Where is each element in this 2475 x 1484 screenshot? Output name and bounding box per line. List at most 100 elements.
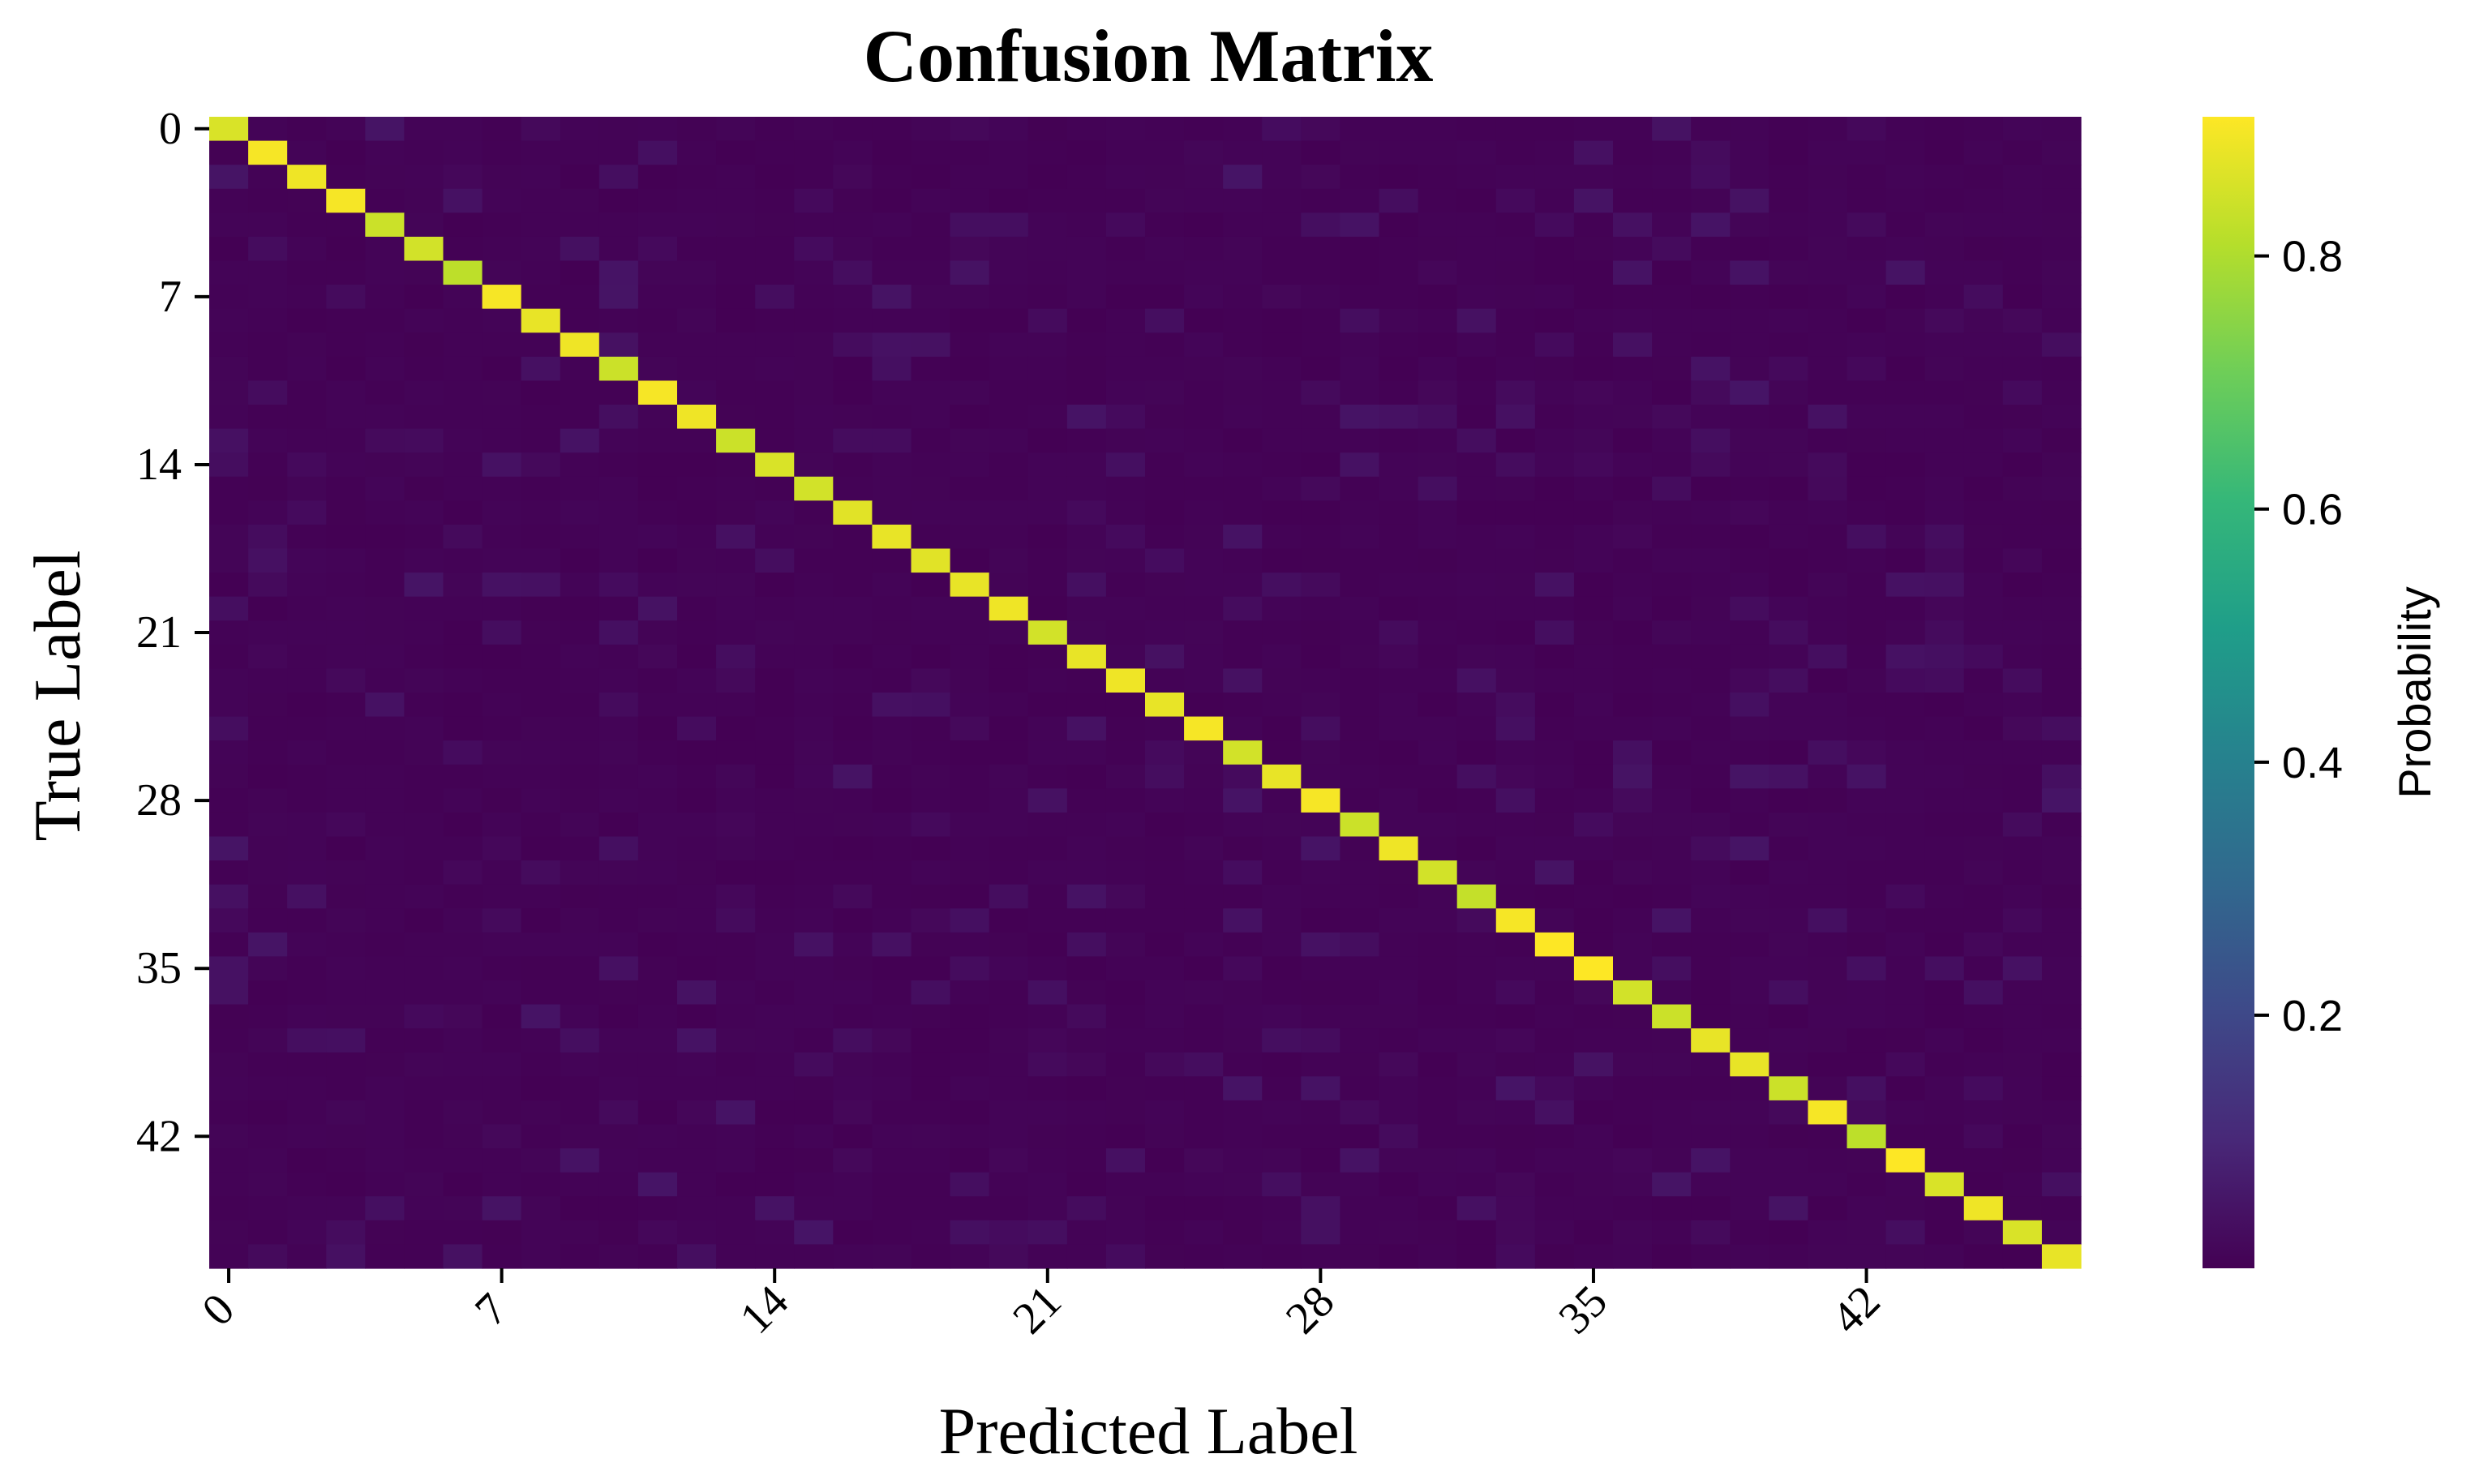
- heatmap-cell: [560, 1124, 600, 1149]
- heatmap-cell: [1495, 1004, 1536, 1029]
- heatmap-cell: [560, 956, 600, 981]
- heatmap-cell: [794, 1220, 834, 1246]
- heatmap-cell: [443, 1148, 483, 1173]
- heatmap-cell: [1769, 1076, 1809, 1101]
- heatmap-cell: [637, 476, 678, 501]
- heatmap-cell: [1301, 212, 1341, 238]
- heatmap-cell: [1885, 693, 1926, 718]
- heatmap-cell: [637, 380, 678, 405]
- heatmap-cell: [1613, 188, 1653, 213]
- heatmap-cell: [482, 476, 522, 501]
- heatmap-cell: [755, 548, 795, 573]
- heatmap-cell: [911, 428, 951, 453]
- heatmap-cell: [1301, 1052, 1341, 1077]
- heatmap-cell: [1223, 1244, 1263, 1269]
- heatmap-cell: [1963, 380, 2004, 405]
- heatmap-cell: [1847, 452, 1887, 478]
- heatmap-cell: [1418, 380, 1458, 405]
- heatmap-cell: [1847, 1196, 1887, 1221]
- heatmap-cell: [1495, 117, 1536, 142]
- heatmap-cell: [1223, 188, 1263, 213]
- heatmap-cell: [1691, 1148, 1731, 1173]
- heatmap-cell: [404, 908, 444, 933]
- heatmap-cell: [833, 117, 873, 142]
- heatmap-cell: [1885, 476, 1926, 501]
- heatmap-cell: [1418, 524, 1458, 550]
- heatmap-cell: [1808, 1052, 1848, 1077]
- heatmap-cell: [1223, 260, 1263, 285]
- heatmap-cell: [1105, 620, 1146, 645]
- heatmap-cell: [1691, 188, 1731, 213]
- heatmap-cell: [1456, 908, 1497, 933]
- heatmap-cell: [326, 332, 366, 358]
- heatmap-cell: [1885, 500, 1926, 525]
- heatmap-cell: [1066, 620, 1107, 645]
- heatmap-cell: [1027, 1028, 1068, 1053]
- heatmap-cell: [287, 788, 327, 813]
- heatmap-cell: [1573, 788, 1614, 813]
- heatmap-cell: [1262, 764, 1302, 789]
- heatmap-cell: [833, 212, 873, 238]
- heatmap-cell: [2002, 716, 2043, 741]
- heatmap-cell: [1301, 860, 1341, 886]
- heatmap-cell: [1924, 1220, 1965, 1246]
- heatmap-cell: [1534, 356, 1575, 382]
- heatmap-cell: [1652, 644, 1692, 670]
- heatmap-cell: [1301, 764, 1341, 789]
- heatmap-cell: [1456, 428, 1497, 453]
- heatmap-cell: [1652, 620, 1692, 645]
- heatmap-cell: [1885, 212, 1926, 238]
- heatmap-cell: [248, 908, 288, 933]
- heatmap-cell: [560, 332, 600, 358]
- colorbar: [2203, 117, 2254, 1268]
- heatmap-cell: [1924, 1052, 1965, 1077]
- heatmap-cell: [1184, 260, 1224, 285]
- heatmap-cell: [482, 1172, 522, 1197]
- heatmap-cell: [637, 548, 678, 573]
- heatmap-cell: [287, 332, 327, 358]
- heatmap-cell: [1808, 573, 1848, 598]
- heatmap-cell: [1885, 1196, 1926, 1221]
- heatmap-cell: [1418, 188, 1458, 213]
- heatmap-cell: [1691, 285, 1731, 310]
- heatmap-cell: [677, 188, 717, 213]
- heatmap-cell: [287, 1052, 327, 1077]
- heatmap-cell: [287, 620, 327, 645]
- heatmap-cell: [1340, 188, 1380, 213]
- heatmap-cell: [1847, 405, 1887, 430]
- heatmap-cell: [637, 668, 678, 693]
- heatmap-cell: [1184, 1220, 1224, 1246]
- heatmap-cell: [1924, 1028, 1965, 1053]
- heatmap-cell: [950, 1244, 990, 1269]
- heatmap-cell: [1769, 1244, 1809, 1269]
- heatmap-cell: [1418, 428, 1458, 453]
- heatmap-cell: [326, 260, 366, 285]
- heatmap-cell: [482, 1076, 522, 1101]
- heatmap-cell: [1963, 1028, 2004, 1053]
- heatmap-cell: [1223, 524, 1263, 550]
- heatmap-cell: [482, 236, 522, 262]
- heatmap-cell: [950, 524, 990, 550]
- heatmap-cell: [1301, 260, 1341, 285]
- heatmap-cell: [443, 716, 483, 741]
- heatmap-cell: [1379, 884, 1419, 909]
- heatmap-cell: [911, 1220, 951, 1246]
- heatmap-cell: [950, 236, 990, 262]
- heatmap-cell: [560, 285, 600, 310]
- heatmap-cell: [1379, 1148, 1419, 1173]
- heatmap-cell: [326, 740, 366, 766]
- heatmap-cell: [1379, 956, 1419, 981]
- heatmap-cell: [1963, 165, 2004, 190]
- heatmap-cell: [637, 260, 678, 285]
- heatmap-cell: [950, 428, 990, 453]
- heatmap-cell: [1340, 117, 1380, 142]
- heatmap-cell: [716, 740, 756, 766]
- heatmap-cell: [1066, 285, 1107, 310]
- heatmap-cell: [1495, 932, 1536, 958]
- heatmap-cell: [404, 188, 444, 213]
- heatmap-cell: [482, 764, 522, 789]
- heatmap-cell: [248, 260, 288, 285]
- heatmap-cell: [1301, 524, 1341, 550]
- heatmap-cell: [989, 380, 1029, 405]
